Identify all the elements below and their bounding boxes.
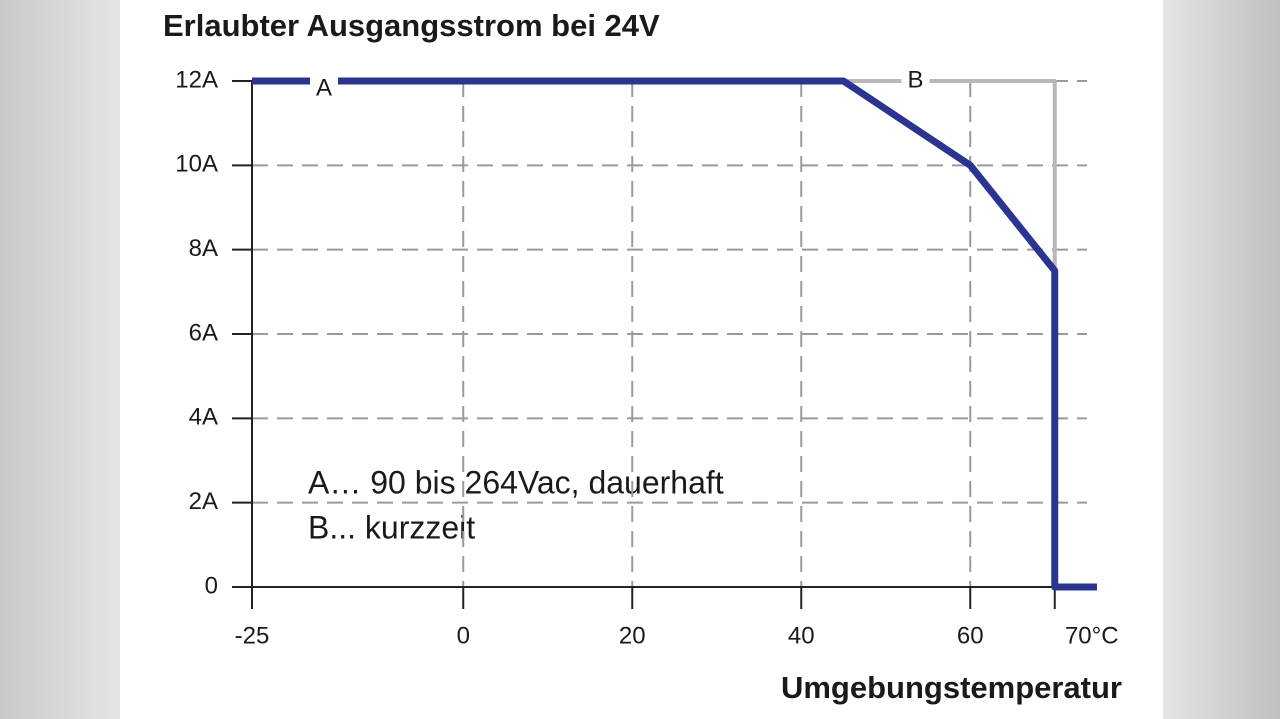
x-axis-label: Umgebungstemperatur	[781, 670, 1122, 705]
y-tick-label: 12A	[175, 66, 218, 93]
annotation: B... kurzzeit	[308, 509, 475, 545]
y-tick-label: 6A	[189, 319, 218, 346]
series-line	[252, 77, 1097, 591]
x-tick-label: 40	[788, 622, 815, 649]
x-tick-label: -25	[235, 622, 270, 649]
annotation: A… 90 bis 264Vac, dauerhaft	[308, 464, 724, 500]
x-tick-label: 60	[957, 622, 984, 649]
series-label: A	[316, 74, 332, 101]
y-tick-label: 4A	[189, 404, 218, 431]
y-tick-label: 10A	[175, 151, 218, 178]
y-tick-label: 2A	[189, 488, 218, 515]
y-tick-label: 8A	[189, 235, 218, 262]
y-tick-label: 0	[205, 572, 218, 599]
x-tick-label: 0	[457, 622, 470, 649]
chart-title: Erlaubter Ausgangsstrom bei 24V	[163, 8, 660, 43]
label-background	[901, 66, 930, 96]
label-background	[310, 74, 338, 104]
panel	[120, 0, 1163, 719]
x-tick-label: 70°C	[1065, 622, 1119, 649]
series-label: B	[907, 66, 923, 93]
x-tick-label: 20	[619, 622, 646, 649]
